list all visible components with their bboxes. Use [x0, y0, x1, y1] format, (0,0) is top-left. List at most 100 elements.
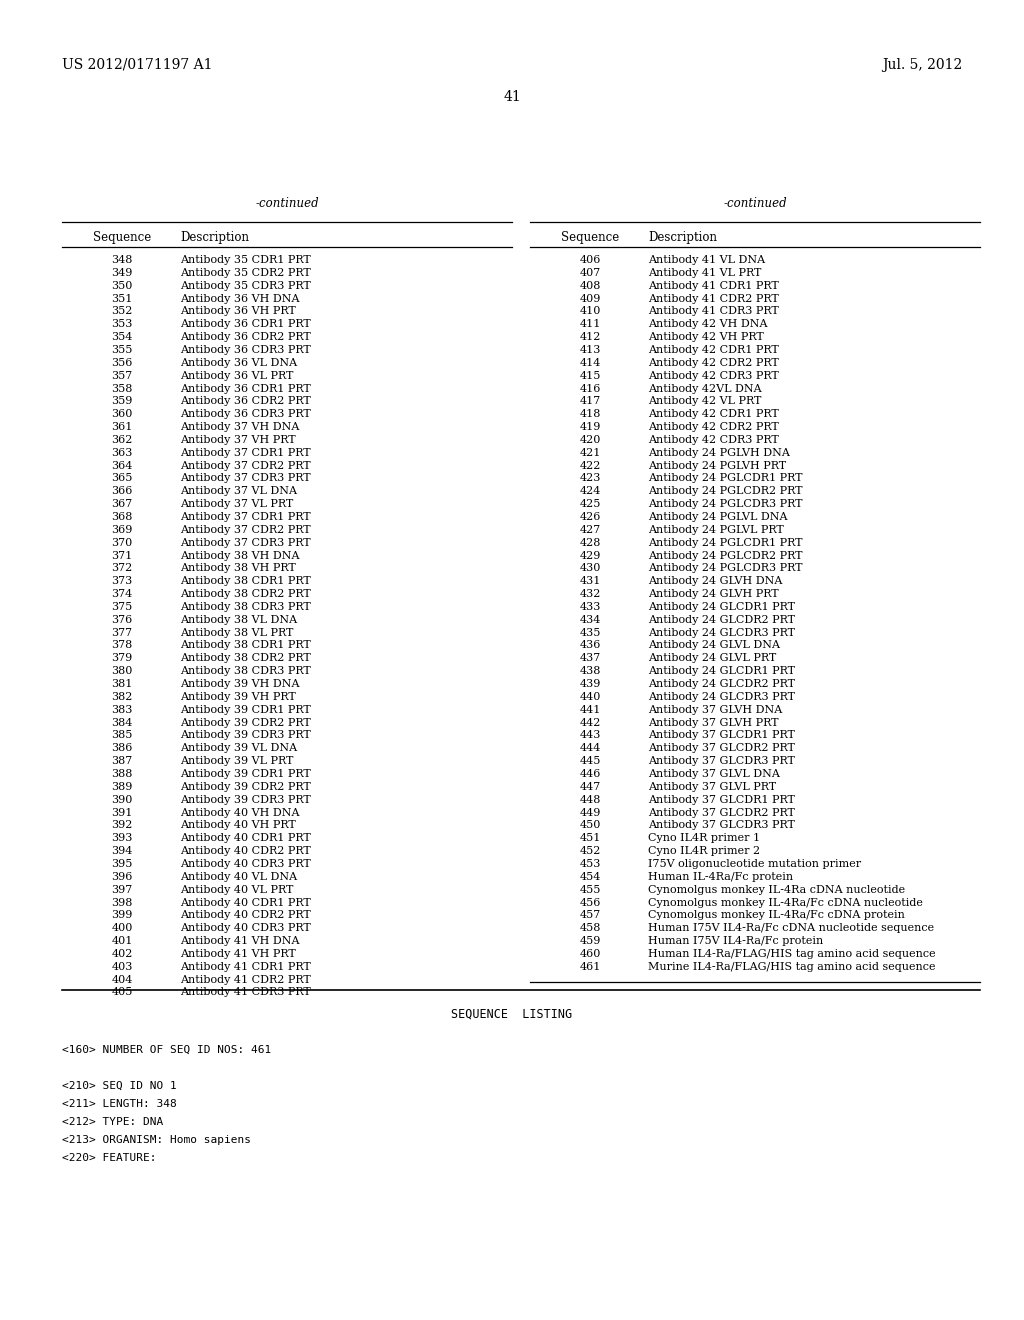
Text: Antibody 24 GLVH PRT: Antibody 24 GLVH PRT: [648, 589, 778, 599]
Text: Antibody 36 CDR2 PRT: Antibody 36 CDR2 PRT: [180, 396, 310, 407]
Text: 393: 393: [112, 833, 133, 843]
Text: 403: 403: [112, 962, 133, 972]
Text: 449: 449: [580, 808, 601, 817]
Text: Jul. 5, 2012: Jul. 5, 2012: [882, 58, 962, 73]
Text: 434: 434: [580, 615, 601, 624]
Text: 402: 402: [112, 949, 133, 958]
Text: 414: 414: [580, 358, 601, 368]
Text: 383: 383: [112, 705, 133, 714]
Text: 392: 392: [112, 821, 133, 830]
Text: Antibody 41 CDR1 PRT: Antibody 41 CDR1 PRT: [180, 962, 310, 972]
Text: <213> ORGANISM: Homo sapiens: <213> ORGANISM: Homo sapiens: [62, 1135, 251, 1144]
Text: 374: 374: [112, 589, 133, 599]
Text: Antibody 42 CDR3 PRT: Antibody 42 CDR3 PRT: [648, 434, 778, 445]
Text: 419: 419: [580, 422, 601, 432]
Text: Antibody 42 VL PRT: Antibody 42 VL PRT: [648, 396, 762, 407]
Text: 424: 424: [580, 486, 601, 496]
Text: 442: 442: [580, 718, 601, 727]
Text: 348: 348: [112, 255, 133, 265]
Text: 444: 444: [580, 743, 601, 754]
Text: Human IL4-Ra/FLAG/HIS tag amino acid sequence: Human IL4-Ra/FLAG/HIS tag amino acid seq…: [648, 949, 936, 958]
Text: 458: 458: [580, 923, 601, 933]
Text: 376: 376: [112, 615, 133, 624]
Text: Antibody 40 CDR1 PRT: Antibody 40 CDR1 PRT: [180, 898, 310, 908]
Text: 432: 432: [580, 589, 601, 599]
Text: Antibody 40 VL DNA: Antibody 40 VL DNA: [180, 871, 297, 882]
Text: 381: 381: [112, 678, 133, 689]
Text: 438: 438: [580, 667, 601, 676]
Text: 388: 388: [112, 770, 133, 779]
Text: 422: 422: [580, 461, 601, 471]
Text: Antibody 24 GLCDR1 PRT: Antibody 24 GLCDR1 PRT: [648, 602, 795, 612]
Text: Antibody 42 CDR1 PRT: Antibody 42 CDR1 PRT: [648, 409, 778, 420]
Text: Antibody 36 CDR1 PRT: Antibody 36 CDR1 PRT: [180, 384, 310, 393]
Text: Antibody 42 CDR1 PRT: Antibody 42 CDR1 PRT: [648, 345, 778, 355]
Text: Human IL-4Ra/Fc protein: Human IL-4Ra/Fc protein: [648, 871, 794, 882]
Text: Antibody 37 CDR3 PRT: Antibody 37 CDR3 PRT: [180, 537, 310, 548]
Text: 407: 407: [580, 268, 601, 277]
Text: Antibody 40 VL PRT: Antibody 40 VL PRT: [180, 884, 293, 895]
Text: Antibody 36 CDR1 PRT: Antibody 36 CDR1 PRT: [180, 319, 310, 329]
Text: Antibody 38 CDR3 PRT: Antibody 38 CDR3 PRT: [180, 602, 310, 612]
Text: 417: 417: [580, 396, 601, 407]
Text: 371: 371: [112, 550, 133, 561]
Text: Cynomolgus monkey IL-4Ra/Fc cDNA protein: Cynomolgus monkey IL-4Ra/Fc cDNA protein: [648, 911, 905, 920]
Text: 358: 358: [112, 384, 133, 393]
Text: 384: 384: [112, 718, 133, 727]
Text: 390: 390: [112, 795, 133, 805]
Text: Antibody 38 CDR1 PRT: Antibody 38 CDR1 PRT: [180, 577, 310, 586]
Text: Antibody 36 VH DNA: Antibody 36 VH DNA: [180, 293, 299, 304]
Text: 440: 440: [580, 692, 601, 702]
Text: 451: 451: [580, 833, 601, 843]
Text: Antibody 37 CDR3 PRT: Antibody 37 CDR3 PRT: [180, 474, 310, 483]
Text: 447: 447: [580, 781, 601, 792]
Text: 362: 362: [112, 434, 133, 445]
Text: 416: 416: [580, 384, 601, 393]
Text: Antibody 39 CDR1 PRT: Antibody 39 CDR1 PRT: [180, 705, 310, 714]
Text: 366: 366: [112, 486, 133, 496]
Text: Antibody 24 PGLCDR3 PRT: Antibody 24 PGLCDR3 PRT: [648, 564, 803, 573]
Text: Antibody 24 GLCDR3 PRT: Antibody 24 GLCDR3 PRT: [648, 627, 795, 638]
Text: Antibody 40 VH PRT: Antibody 40 VH PRT: [180, 821, 296, 830]
Text: 355: 355: [112, 345, 133, 355]
Text: Antibody 37 GLVL DNA: Antibody 37 GLVL DNA: [648, 770, 780, 779]
Text: <211> LENGTH: 348: <211> LENGTH: 348: [62, 1100, 177, 1109]
Text: 445: 445: [580, 756, 601, 766]
Text: Antibody 24 GLVL PRT: Antibody 24 GLVL PRT: [648, 653, 776, 664]
Text: 385: 385: [112, 730, 133, 741]
Text: Antibody 38 CDR2 PRT: Antibody 38 CDR2 PRT: [180, 589, 310, 599]
Text: 380: 380: [112, 667, 133, 676]
Text: Antibody 40 CDR3 PRT: Antibody 40 CDR3 PRT: [180, 859, 310, 869]
Text: Antibody 24 PGLCDR2 PRT: Antibody 24 PGLCDR2 PRT: [648, 550, 803, 561]
Text: 391: 391: [112, 808, 133, 817]
Text: 359: 359: [112, 396, 133, 407]
Text: 436: 436: [580, 640, 601, 651]
Text: 379: 379: [112, 653, 133, 664]
Text: 354: 354: [112, 333, 133, 342]
Text: <220> FEATURE:: <220> FEATURE:: [62, 1152, 157, 1163]
Text: 421: 421: [580, 447, 601, 458]
Text: Antibody 41 CDR1 PRT: Antibody 41 CDR1 PRT: [648, 281, 778, 290]
Text: 363: 363: [112, 447, 133, 458]
Text: 415: 415: [580, 371, 601, 380]
Text: Antibody 39 CDR2 PRT: Antibody 39 CDR2 PRT: [180, 781, 310, 792]
Text: 387: 387: [112, 756, 133, 766]
Text: Antibody 41 VL DNA: Antibody 41 VL DNA: [648, 255, 765, 265]
Text: 372: 372: [112, 564, 133, 573]
Text: Antibody 24 GLVH DNA: Antibody 24 GLVH DNA: [648, 577, 782, 586]
Text: Antibody 39 VL PRT: Antibody 39 VL PRT: [180, 756, 293, 766]
Text: 349: 349: [112, 268, 133, 277]
Text: 441: 441: [580, 705, 601, 714]
Text: 448: 448: [580, 795, 601, 805]
Text: 395: 395: [112, 859, 133, 869]
Text: 408: 408: [580, 281, 601, 290]
Text: Antibody 40 CDR3 PRT: Antibody 40 CDR3 PRT: [180, 923, 310, 933]
Text: 389: 389: [112, 781, 133, 792]
Text: 412: 412: [580, 333, 601, 342]
Text: Antibody 37 GLCDR3 PRT: Antibody 37 GLCDR3 PRT: [648, 756, 795, 766]
Text: 452: 452: [580, 846, 601, 857]
Text: 433: 433: [580, 602, 601, 612]
Text: 352: 352: [112, 306, 133, 317]
Text: <160> NUMBER OF SEQ ID NOS: 461: <160> NUMBER OF SEQ ID NOS: 461: [62, 1045, 271, 1055]
Text: 455: 455: [580, 884, 601, 895]
